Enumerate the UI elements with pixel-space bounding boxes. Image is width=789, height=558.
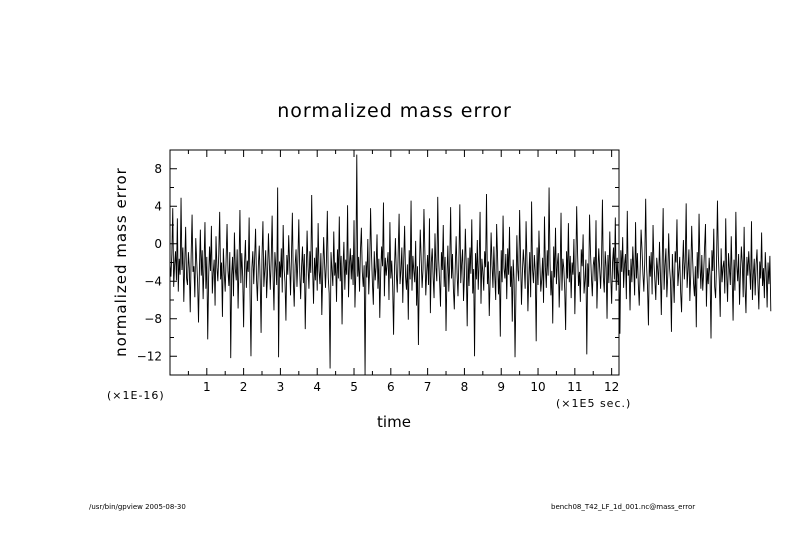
x-tick-label: 12 [604, 380, 619, 394]
x-tick-label: 2 [240, 380, 248, 394]
x-tick-label: 6 [387, 380, 395, 394]
x-tick-label: 5 [350, 380, 358, 394]
y-tick-label: −12 [137, 349, 162, 363]
y-tick-label: 8 [154, 162, 162, 176]
y-axis-label: normalized mass error [112, 167, 130, 357]
x-tick-label: 1 [203, 380, 211, 394]
series-line-mass-error [169, 154, 772, 376]
y-tick-label: −4 [144, 274, 162, 288]
x-axis-scale-label: (×1E5 sec.) [556, 397, 632, 410]
x-axis-label: time [377, 413, 411, 431]
y-tick-label: 0 [154, 237, 162, 251]
x-tick-label: 9 [497, 380, 505, 394]
x-tick-label: 8 [461, 380, 469, 394]
y-tick-label: −8 [144, 312, 162, 326]
x-tick-label: 3 [277, 380, 285, 394]
footer-file-variable: bench08_T42_LF_1d_001.nc@mass_error [551, 503, 696, 511]
footer-program-date: /usr/bin/gpview 2005-08-30 [89, 503, 186, 511]
series-layer [169, 154, 772, 376]
y-tick-label: 4 [154, 199, 162, 213]
x-axis-ticks: 1 2 3 4 5 6 7 8 9 10 11 12 [187, 150, 619, 394]
x-tick-label: 10 [530, 380, 545, 394]
x-tick-label: 11 [567, 380, 582, 394]
chart-title: normalized mass error [277, 100, 512, 122]
x-tick-label: 7 [424, 380, 432, 394]
plot-frame [169, 149, 620, 376]
x-tick-label: 4 [313, 380, 321, 394]
y-axis-scale-label: (×1E-16) [107, 389, 165, 402]
